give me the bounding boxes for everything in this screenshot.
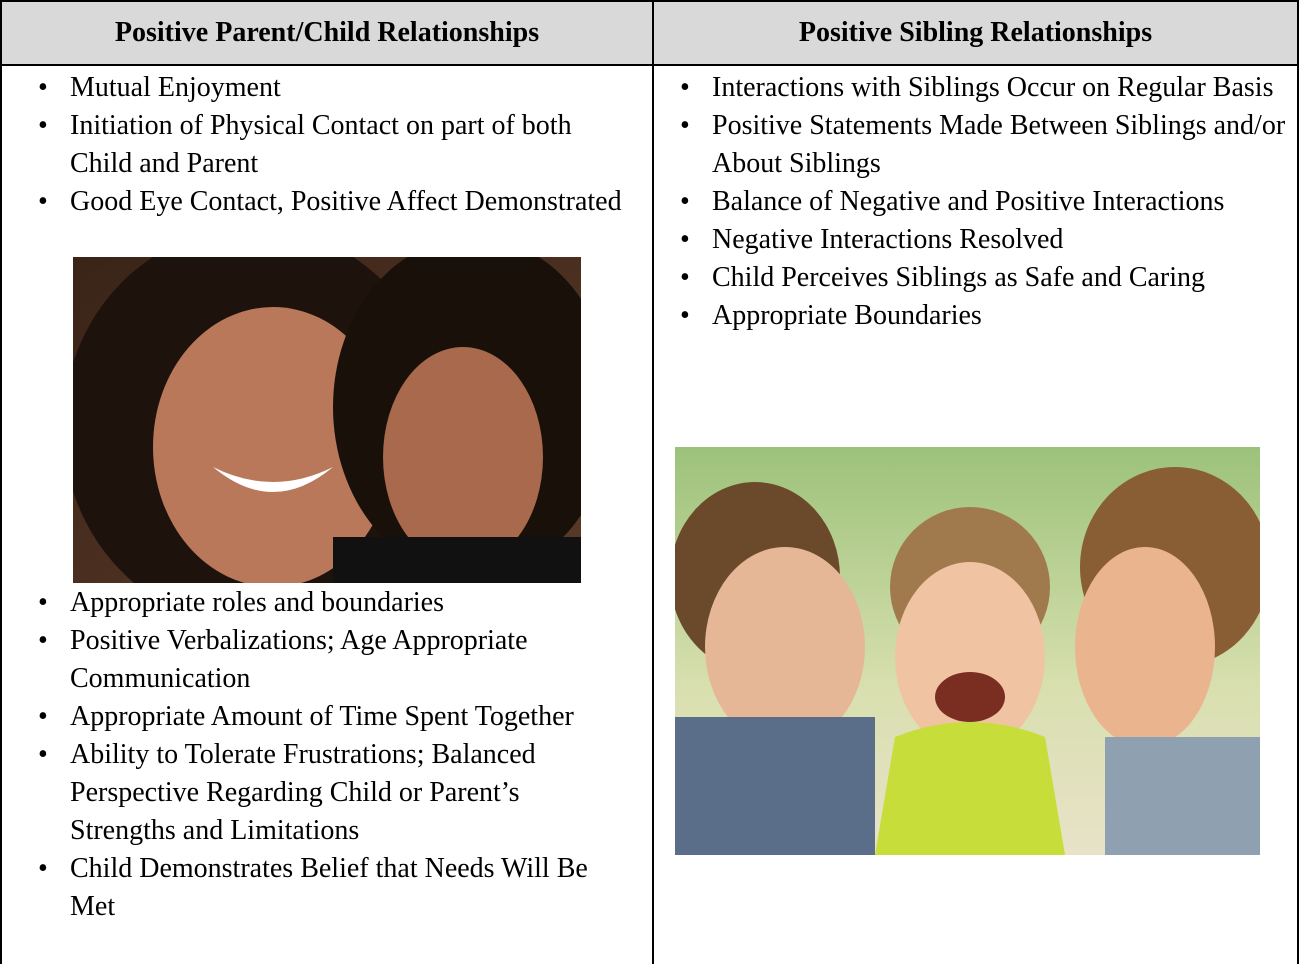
list-item: Negative Interactions Resolved: [680, 221, 1287, 259]
list-item: Positive Verbalizations; Age Appropriate…: [38, 622, 630, 698]
list-item: Appropriate Amount of Time Spent Togethe…: [38, 698, 630, 736]
photo: [675, 447, 1260, 855]
list-item: Mutual Enjoyment: [38, 69, 630, 107]
bullet-list: Interactions with Siblings Occur on Regu…: [680, 69, 1287, 335]
list-item: Positive Statements Made Between Sibling…: [680, 107, 1287, 183]
bullet-list: Mutual EnjoymentInitiation of Physical C…: [38, 69, 630, 221]
column-header: Positive Sibling Relationships: [652, 0, 1299, 66]
list-item: Good Eye Contact, Positive Affect Demons…: [38, 183, 630, 221]
list-item: Appropriate roles and boundaries: [38, 584, 630, 622]
column-header: Positive Parent/Child Relationships: [0, 0, 654, 66]
list-item: Ability to Tolerate Frustrations; Balanc…: [38, 736, 630, 850]
list-item: Initiation of Physical Contact on part o…: [38, 107, 630, 183]
list-item: Balance of Negative and Positive Interac…: [680, 183, 1287, 221]
photo: [73, 257, 581, 583]
column-body: [652, 64, 1299, 964]
list-item: Interactions with Siblings Occur on Regu…: [680, 69, 1287, 107]
bullet-list: Appropriate roles and boundariesPositive…: [38, 584, 630, 926]
list-item: Appropriate Boundaries: [680, 297, 1287, 335]
column-body: [0, 64, 654, 964]
list-item: Child Demonstrates Belief that Needs Wil…: [38, 850, 630, 926]
list-item: Child Perceives Siblings as Safe and Car…: [680, 259, 1287, 297]
